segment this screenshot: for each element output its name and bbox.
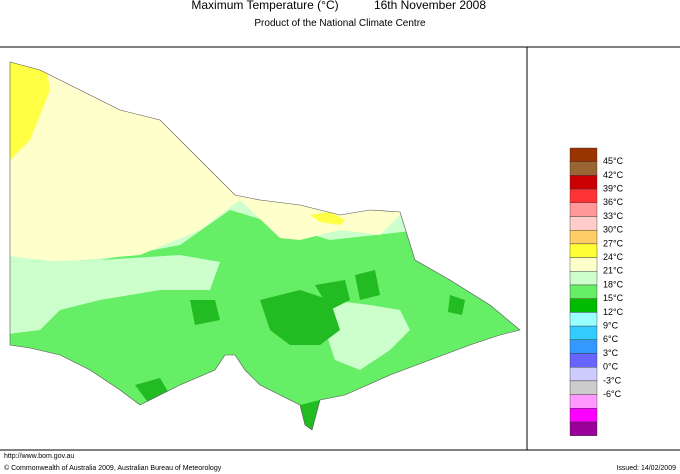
legend-label: -3°C: [603, 375, 622, 385]
legend-swatch: [569, 147, 598, 162]
legend-swatch: [569, 271, 598, 286]
title: Maximum Temperature (°C): [191, 0, 338, 12]
legend-label: 45°C: [603, 156, 624, 166]
zone-27b: [310, 212, 345, 225]
legend-swatch: [569, 367, 598, 382]
legend-label: 21°C: [603, 266, 624, 276]
legend-label: 6°C: [603, 334, 619, 344]
legend-swatch: [569, 312, 598, 327]
legend-swatch: [569, 216, 598, 231]
legend: 45°C 42°C 39°C 36°C 33°C 30°C 27°C 24°C 21°C 18°C…: [569, 147, 624, 436]
legend-label: 3°C: [603, 348, 619, 358]
zone-15f: [448, 295, 465, 315]
legend-label: 24°C: [603, 252, 624, 262]
legend-label: 36°C: [603, 197, 624, 207]
state-outline: [9, 61, 521, 431]
legend-label: 39°C: [603, 183, 624, 193]
legend-swatch: [569, 339, 598, 354]
legend-label: 42°C: [603, 170, 624, 180]
copyright: © Commonwealth of Australia 2009, Austra…: [4, 464, 222, 472]
legend-label: 15°C: [603, 293, 624, 303]
legend-label: 33°C: [603, 211, 624, 221]
zone-21b: [10, 255, 220, 335]
legend-swatch: [569, 257, 598, 272]
temperature-map: [10, 62, 520, 430]
zone-15: [260, 290, 340, 345]
legend-swatch: [569, 421, 598, 436]
legend-label: -6°C: [603, 389, 622, 399]
legend-swatch: [569, 408, 598, 423]
zone-27: [10, 62, 50, 160]
zone-15d: [190, 300, 220, 325]
legend-swatch: [569, 161, 598, 176]
zone-15c: [355, 270, 380, 300]
legend-label: 0°C: [603, 362, 619, 372]
legend-swatch: [569, 229, 598, 245]
legend-label: 12°C: [603, 307, 624, 317]
zone-15b: [315, 280, 350, 310]
legend-swatch: [569, 394, 598, 409]
legend-swatch: [569, 380, 598, 395]
legend-swatch: [569, 298, 598, 313]
url: http://www.bom.gov.au: [4, 453, 74, 460]
legend-swatch: [569, 284, 598, 299]
legend-swatch: [569, 202, 598, 217]
legend-swatch: [569, 188, 598, 204]
legend-swatch: [569, 243, 598, 258]
date: 16th November 2008: [374, 0, 486, 12]
subtitle: Product of the National Climate Centre: [254, 18, 426, 29]
legend-label: 9°C: [603, 320, 619, 330]
legend-label: 18°C: [603, 279, 624, 289]
legend-label: 27°C: [603, 238, 624, 248]
legend-swatch: [569, 353, 598, 368]
legend-swatch: [569, 175, 598, 190]
legend-swatch: [569, 325, 598, 341]
zone-21c: [325, 300, 410, 370]
issued: Issued: 14/02/2009: [616, 465, 676, 472]
legend-label: 30°C: [603, 225, 624, 235]
